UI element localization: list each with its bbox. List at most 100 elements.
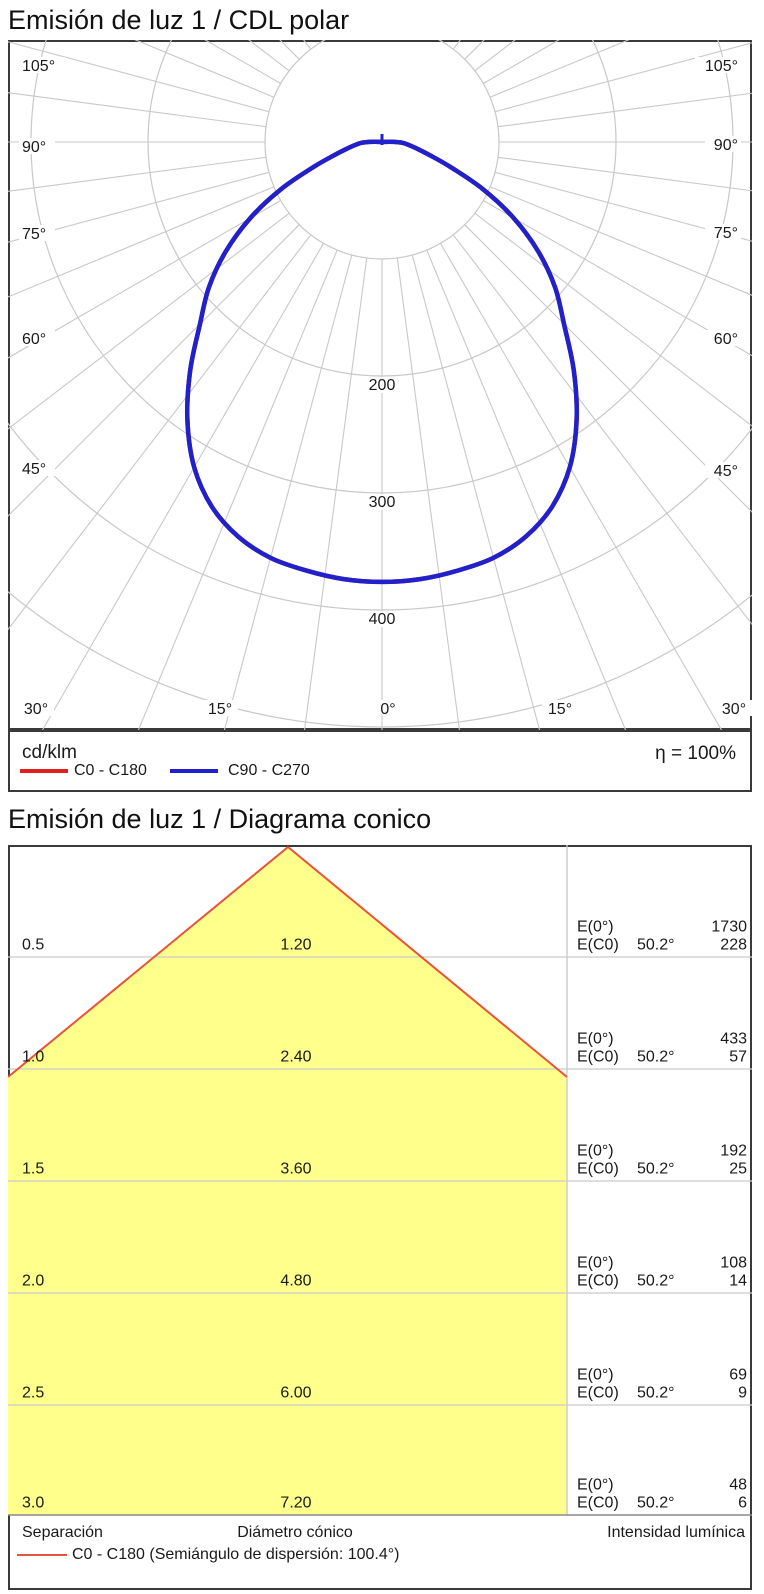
polar-grid-ray — [8, 41, 270, 113]
polar-grid-ray — [489, 186, 752, 296]
cone-separation-value: 2.5 — [22, 1385, 44, 1402]
cone-separation-value: 1.5 — [22, 1161, 44, 1178]
cone-ec0-value: 6 — [738, 1495, 747, 1512]
polar-legend-box: cd/klm η = 100% C0 - C180 C90 - C270 — [8, 730, 752, 792]
cone-ec0-label: E(C0) — [577, 1385, 619, 1402]
cone-ec0-label: E(C0) — [577, 1161, 619, 1178]
polar-angle-label-bg — [705, 136, 741, 152]
polar-angle-label: 30° — [24, 701, 48, 718]
polar-grid-ray — [223, 254, 353, 730]
footer-diameter-label: Diámetro cónico — [237, 1524, 353, 1541]
cone-e0-value: 192 — [720, 1143, 747, 1160]
polar-angle-label: 90° — [22, 139, 46, 156]
polar-grid-ray — [8, 224, 300, 517]
cone-e0-label: E(0°) — [577, 1143, 614, 1160]
cone-beam-angle-value: 50.2° — [637, 1161, 675, 1178]
cone-edge-left — [8, 846, 289, 1078]
polar-grid-ray — [137, 249, 338, 730]
legend-line-c90-c270 — [170, 769, 218, 773]
cone-ec0-value: 14 — [729, 1273, 747, 1290]
polar-grid-ray — [303, 40, 312, 50]
cone-e0-value: 433 — [720, 1031, 747, 1048]
polar-grid-ray — [497, 92, 752, 128]
polar-grid-ray — [322, 40, 324, 41]
cone-diameter-value: 2.40 — [280, 1049, 311, 1066]
polar-grid-ray — [474, 212, 752, 427]
cone-ec0-label: E(C0) — [577, 1495, 619, 1512]
polar-grid-ray — [8, 186, 275, 298]
polar-grid-ray — [494, 42, 752, 113]
polar-grid-ray — [494, 171, 752, 242]
polar-angle-label-bg — [705, 224, 741, 240]
polar-angle-label: 0° — [380, 701, 395, 718]
cone-legend-label: C0 - C180 (Semiángulo de dispersión: 100… — [72, 1546, 400, 1563]
polar-ring-label: 400 — [369, 611, 396, 628]
cone-beam-angle-value: 50.2° — [637, 1385, 675, 1402]
cone-diameter-value: 6.00 — [280, 1385, 311, 1402]
cone-diameter-value: 4.80 — [280, 1273, 311, 1290]
polar-grid-ray — [8, 171, 270, 243]
legend-label-c0-c180: C0 - C180 — [74, 762, 147, 779]
cone-section-title: Emisión de luz 1 / Diagrama conico — [8, 804, 432, 834]
footer-separation-label: Separación — [22, 1524, 103, 1541]
polar-angle-label-bg — [18, 700, 54, 716]
polar-cdl-chart: 200 300 400 105° 90° 75° 60° 45° 105° 90° 75° 60° 45… — [8, 40, 752, 730]
polar-grid-ray — [464, 224, 752, 513]
polar-angle-label: 45° — [22, 461, 46, 478]
cone-separation-value: 0.5 — [22, 937, 44, 954]
cone-ec0-value: 25 — [729, 1161, 747, 1178]
polar-angle-label: 15° — [548, 701, 572, 718]
polar-angle-label: 90° — [714, 137, 738, 154]
cone-e0-value: 1730 — [711, 919, 747, 936]
polar-grid-ray — [440, 40, 442, 41]
polar-grid-ring — [8, 422, 752, 611]
polar-angle-label: 30° — [722, 701, 746, 718]
polar-grid-ray — [483, 200, 752, 357]
footer-intensity-label: Intensidad lumínica — [607, 1524, 745, 1541]
cone-ec0-value: 9 — [738, 1385, 747, 1402]
cone-ec0-label: E(C0) — [577, 1273, 619, 1290]
polar-angle-label: 75° — [22, 226, 46, 243]
efficiency-value: η = 100% — [655, 743, 736, 764]
polar-angle-label-bg — [705, 462, 741, 478]
cone-separation-value: 1.0 — [22, 1049, 44, 1066]
cone-e0-value: 108 — [720, 1255, 747, 1272]
cone-e0-label: E(0°) — [577, 1255, 614, 1272]
cone-e0-value: 48 — [729, 1477, 747, 1494]
cone-e0-label: E(0°) — [577, 1031, 614, 1048]
cone-ec0-label: E(C0) — [577, 937, 619, 954]
cone-e0-value: 69 — [729, 1367, 747, 1384]
polar-grid-ray — [497, 156, 752, 192]
polar-angle-label: 105° — [22, 58, 55, 75]
polar-grid-ray — [452, 40, 461, 50]
polar-ring-label-bg — [360, 377, 404, 393]
polar-angle-label-bg — [19, 460, 55, 476]
polar-grid-ray — [489, 40, 630, 98]
legend-line-c0-c180 — [20, 769, 68, 773]
polar-ring-label-bg — [360, 494, 404, 510]
cone-separation-value: 2.0 — [22, 1273, 44, 1290]
polar-angle-label-bg — [19, 57, 65, 73]
polar-grid-ring — [264, 40, 500, 260]
cone-diameter-value: 7.20 — [280, 1495, 311, 1512]
polar-grid-ray — [134, 40, 275, 98]
polar-grid-ray — [8, 92, 267, 128]
cone-ec0-value: 57 — [729, 1049, 747, 1066]
cone-legend-line — [17, 1554, 67, 1556]
cone-beam-angle-value: 50.2° — [637, 1049, 675, 1066]
polar-grid-ray — [452, 234, 752, 626]
cone-beam-angle-value: 50.2° — [637, 1273, 675, 1290]
polar-grid-ray — [8, 234, 312, 631]
cone-ec0-label: E(C0) — [577, 1049, 619, 1066]
cone-beam-angle-value: 50.2° — [637, 1495, 675, 1512]
polar-grid-ray — [426, 249, 627, 730]
polar-grid-ray — [303, 257, 368, 730]
cone-edge-right — [287, 846, 568, 1078]
polar-grid-ray — [440, 243, 723, 730]
polar-angle-label: 105° — [705, 58, 738, 75]
cone-diameter-value: 1.20 — [280, 937, 311, 954]
polar-grid-ray — [8, 212, 290, 430]
polar-grid-ray — [41, 243, 324, 730]
cone-beam-angle-value: 50.2° — [637, 937, 675, 954]
